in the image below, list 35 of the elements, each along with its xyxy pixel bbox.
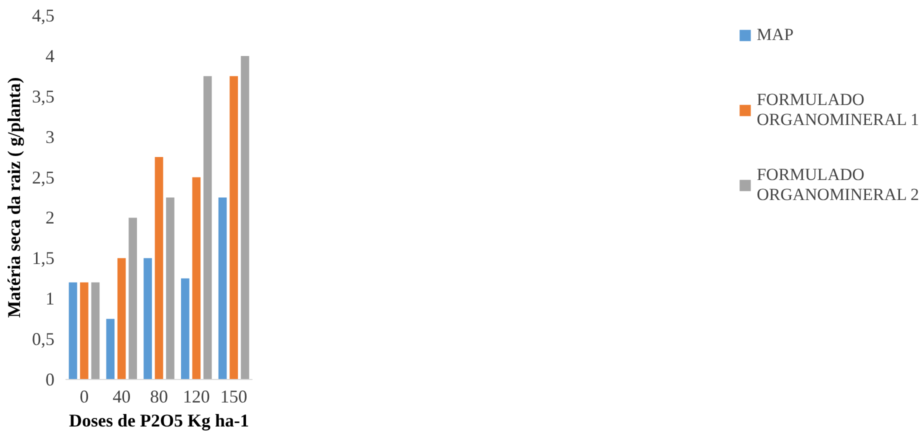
y-tick-label: 2,5 [32, 167, 54, 188]
y-tick-label: 3,5 [32, 86, 54, 106]
y-tick-label: 4,5 [32, 6, 54, 26]
y-tick-label: 2 [46, 208, 54, 228]
bar [144, 258, 152, 380]
legend-label: FORMULADO ORGANOMINERAL 2 [756, 165, 919, 205]
y-tick-label: 4 [46, 46, 54, 66]
bar [117, 258, 126, 380]
x-tick-label: 0 [80, 386, 89, 406]
legend-label: FORMULADO ORGANOMINERAL 1 [756, 90, 919, 130]
bar [80, 282, 88, 380]
bar [166, 198, 174, 380]
x-tick-label: 40 [112, 386, 131, 406]
y-tick-label: 3 [46, 126, 54, 147]
bar [154, 157, 164, 380]
bar [181, 278, 190, 380]
bar [106, 318, 115, 380]
bar [91, 282, 100, 380]
bar [218, 198, 227, 380]
y-tick-label: 0,5 [32, 329, 54, 350]
y-tick-label: 1,5 [32, 248, 54, 268]
y-axis-title: Matéria seca da raiz ( g/planta) [4, 77, 24, 318]
bar [230, 76, 238, 380]
bar [240, 56, 250, 380]
bar [192, 177, 201, 380]
x-tick-label: 150 [220, 386, 248, 406]
y-tick-label: 0 [46, 370, 54, 390]
x-tick-label: 120 [182, 386, 210, 406]
bar [68, 282, 78, 380]
legend-label: MAP [756, 24, 795, 46]
y-tick-label: 1 [46, 288, 54, 309]
x-tick-label: 80 [150, 386, 168, 406]
bar [203, 76, 212, 380]
x-axis-title: Doses de P2O5 Kg ha-1 [69, 410, 249, 430]
bar [128, 218, 137, 380]
